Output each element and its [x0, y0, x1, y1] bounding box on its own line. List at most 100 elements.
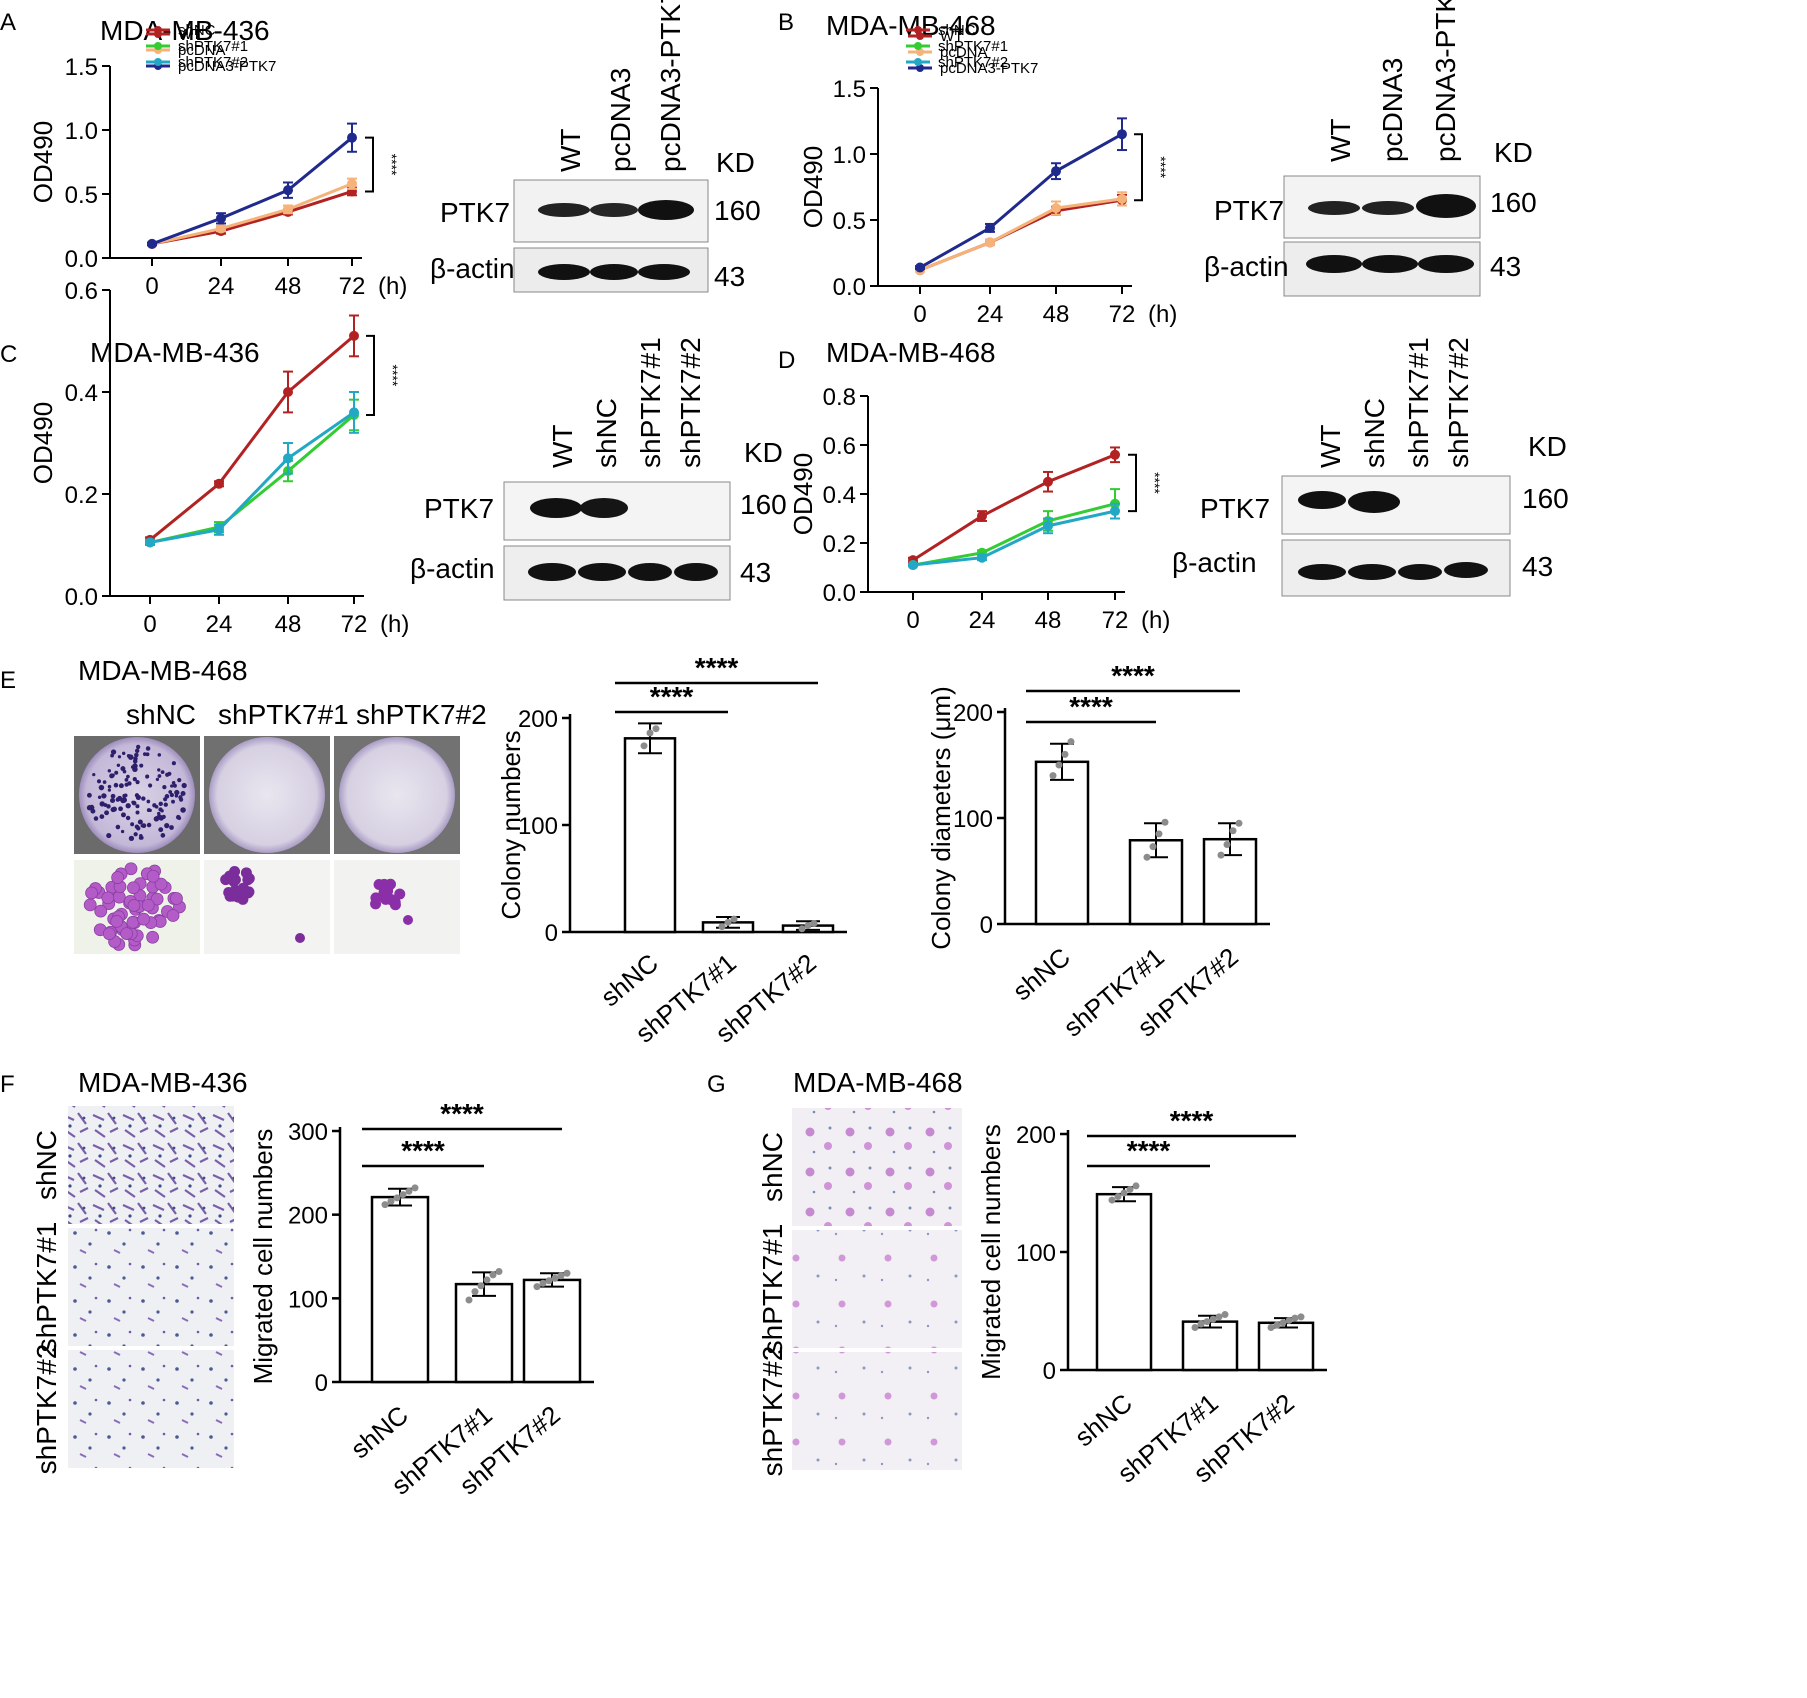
image-label: shNC — [757, 1132, 788, 1202]
blot-band — [590, 203, 638, 217]
colony-dot — [125, 815, 131, 821]
data-point — [977, 552, 987, 563]
y-tick-label: 100 — [1016, 1240, 1056, 1267]
series-line-shPTK7#2 — [149, 411, 355, 544]
colony-dot — [102, 780, 107, 784]
colony-dot — [180, 790, 186, 796]
y-tick-label: 0.2 — [823, 531, 856, 558]
image-label: shPTK7#2 — [356, 699, 487, 730]
transwell-shNC — [68, 1106, 234, 1224]
colony-dot — [93, 816, 99, 821]
colony-dot — [154, 805, 159, 809]
panel-letter-G: G — [707, 1071, 726, 1098]
colony-dot — [146, 808, 151, 813]
colony-micrograph-shPTK7-1 — [204, 860, 330, 954]
blot-lane-label: shNC — [591, 398, 622, 468]
colony-dot — [153, 816, 160, 822]
colony-dot — [171, 761, 176, 766]
bar-shNC — [1034, 760, 1090, 926]
colony-dot — [145, 774, 150, 779]
blot-lane-label: shPTK7#2 — [1443, 337, 1474, 468]
cell — [370, 892, 382, 904]
colony-dot — [157, 811, 161, 816]
transwell-shPTK7-1 — [68, 1228, 234, 1346]
colony-dot — [134, 748, 140, 753]
colony-dot — [174, 794, 179, 798]
series-line-shNC — [912, 453, 1116, 562]
blot-row-label: β-actin — [1172, 547, 1257, 578]
bar-shNC — [623, 737, 677, 934]
x-tick-label: 0 — [143, 611, 156, 638]
blot-kd-value: 160 — [1522, 483, 1569, 514]
colony-dot — [158, 827, 164, 833]
colony-dot — [118, 806, 123, 812]
colony-dot — [126, 774, 130, 779]
data-point — [533, 1283, 541, 1291]
colony-dot — [133, 832, 138, 837]
data-point — [1143, 853, 1151, 861]
data-point — [915, 262, 925, 273]
colony-dot — [157, 753, 162, 757]
colony-dot — [170, 784, 174, 788]
blot-lane-label: pcDNA3 — [1377, 58, 1408, 162]
y-tick-label: 0.0 — [65, 584, 98, 611]
x-tick-label: 0 — [906, 607, 919, 634]
data-point — [1203, 1318, 1211, 1326]
cell-line-G: MDA-MB-468 — [793, 1067, 963, 1098]
legend-label: pcDNA — [940, 44, 988, 61]
colony-dot — [99, 814, 105, 819]
data-point — [1055, 761, 1063, 769]
x-tick-label: 48 — [1043, 301, 1070, 328]
y-tick-label: 0.5 — [65, 182, 98, 209]
blot-kd-label: KD — [1494, 137, 1533, 168]
significance-bracket — [366, 334, 375, 416]
blot-band — [1306, 255, 1362, 273]
colony-dot — [146, 822, 152, 828]
data-point — [1267, 1324, 1275, 1332]
bar-shPTK7#2 — [1257, 1321, 1315, 1372]
line-chart-A: 0.0 0.5 1.0 1.5 0 24 48 72 (h) OD490 WTpcDNApcDNA3… — [28, 26, 407, 300]
colony-dot — [125, 803, 131, 809]
cell — [120, 927, 134, 940]
legend-label: WT — [178, 26, 201, 43]
significance-label: **** — [440, 1098, 484, 1129]
colony-dot — [148, 783, 153, 788]
cell — [141, 898, 155, 912]
data-point — [985, 222, 995, 233]
data-point — [1215, 1313, 1223, 1321]
cell — [124, 862, 138, 876]
cell — [220, 874, 232, 886]
data-point — [1067, 738, 1075, 746]
cell-line-A: MDA-MB-436 — [100, 15, 270, 46]
blot-band — [1298, 491, 1346, 509]
bar-shPTK7#1 — [1181, 1320, 1239, 1372]
legend-label: pcDNA — [178, 42, 226, 59]
data-point — [483, 1276, 491, 1284]
colony-dot — [139, 763, 144, 768]
panel-letter-A: A — [0, 9, 16, 36]
cell — [102, 927, 116, 941]
cell-line-C: MDA-MB-436 — [90, 337, 260, 368]
data-point — [283, 204, 293, 215]
colony-dot — [96, 779, 102, 784]
significance-bracket — [1128, 453, 1137, 513]
colony-dot — [134, 793, 140, 798]
blot-band — [1444, 562, 1488, 578]
series-line-shNC — [149, 334, 355, 542]
cell — [229, 865, 241, 877]
bar-shPTK7#1 — [454, 1282, 514, 1384]
y-tick-label: 200 — [518, 706, 558, 733]
blot-kd-label: KD — [744, 437, 783, 468]
cell — [85, 886, 98, 900]
y-axis-label: Migrated cell numbers — [976, 1124, 1006, 1380]
data-point — [471, 1288, 479, 1296]
cell — [127, 881, 140, 895]
data-point — [393, 1194, 401, 1202]
data-point — [283, 185, 293, 196]
x-unit-label: (h) — [380, 611, 409, 638]
blot-row-label: β-actin — [410, 553, 495, 584]
cell — [150, 892, 164, 906]
blot-band — [674, 563, 718, 581]
blot-band — [528, 563, 576, 581]
